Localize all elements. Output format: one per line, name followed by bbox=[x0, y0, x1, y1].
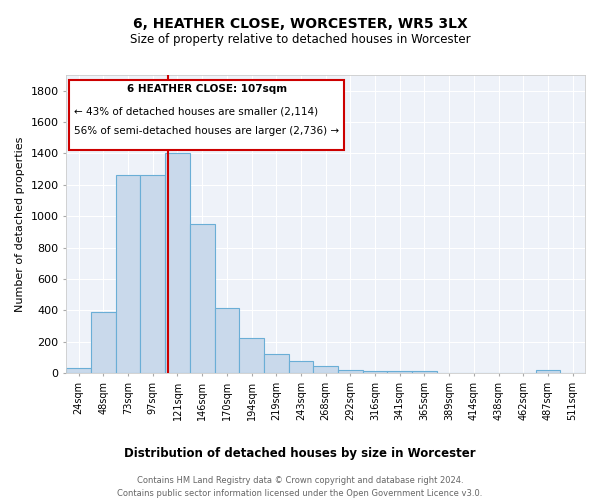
Bar bbox=[116, 174, 140, 373]
Bar bbox=[239, 338, 264, 373]
Text: 6 HEATHER CLOSE: 107sqm: 6 HEATHER CLOSE: 107sqm bbox=[127, 84, 287, 94]
Text: Contains HM Land Registry data © Crown copyright and database right 2024.: Contains HM Land Registry data © Crown c… bbox=[137, 476, 463, 485]
Bar bbox=[165, 154, 190, 373]
Bar bbox=[412, 370, 437, 373]
Bar bbox=[190, 224, 215, 373]
Bar bbox=[264, 354, 289, 373]
Text: 6, HEATHER CLOSE, WORCESTER, WR5 3LX: 6, HEATHER CLOSE, WORCESTER, WR5 3LX bbox=[133, 18, 467, 32]
Bar bbox=[289, 361, 313, 373]
Text: Size of property relative to detached houses in Worcester: Size of property relative to detached ho… bbox=[130, 32, 470, 46]
Bar bbox=[363, 370, 388, 373]
Text: Distribution of detached houses by size in Worcester: Distribution of detached houses by size … bbox=[124, 448, 476, 460]
Text: ← 43% of detached houses are smaller (2,114): ← 43% of detached houses are smaller (2,… bbox=[74, 106, 318, 116]
Bar bbox=[67, 368, 91, 373]
Bar bbox=[536, 370, 560, 373]
Bar bbox=[338, 370, 363, 373]
Text: Contains public sector information licensed under the Open Government Licence v3: Contains public sector information licen… bbox=[118, 489, 482, 498]
Text: 56% of semi-detached houses are larger (2,736) →: 56% of semi-detached houses are larger (… bbox=[74, 126, 339, 136]
Bar bbox=[140, 174, 165, 373]
Bar bbox=[91, 312, 116, 373]
Bar bbox=[215, 308, 239, 373]
Bar bbox=[313, 366, 338, 373]
Bar bbox=[388, 370, 412, 373]
Y-axis label: Number of detached properties: Number of detached properties bbox=[15, 136, 25, 312]
